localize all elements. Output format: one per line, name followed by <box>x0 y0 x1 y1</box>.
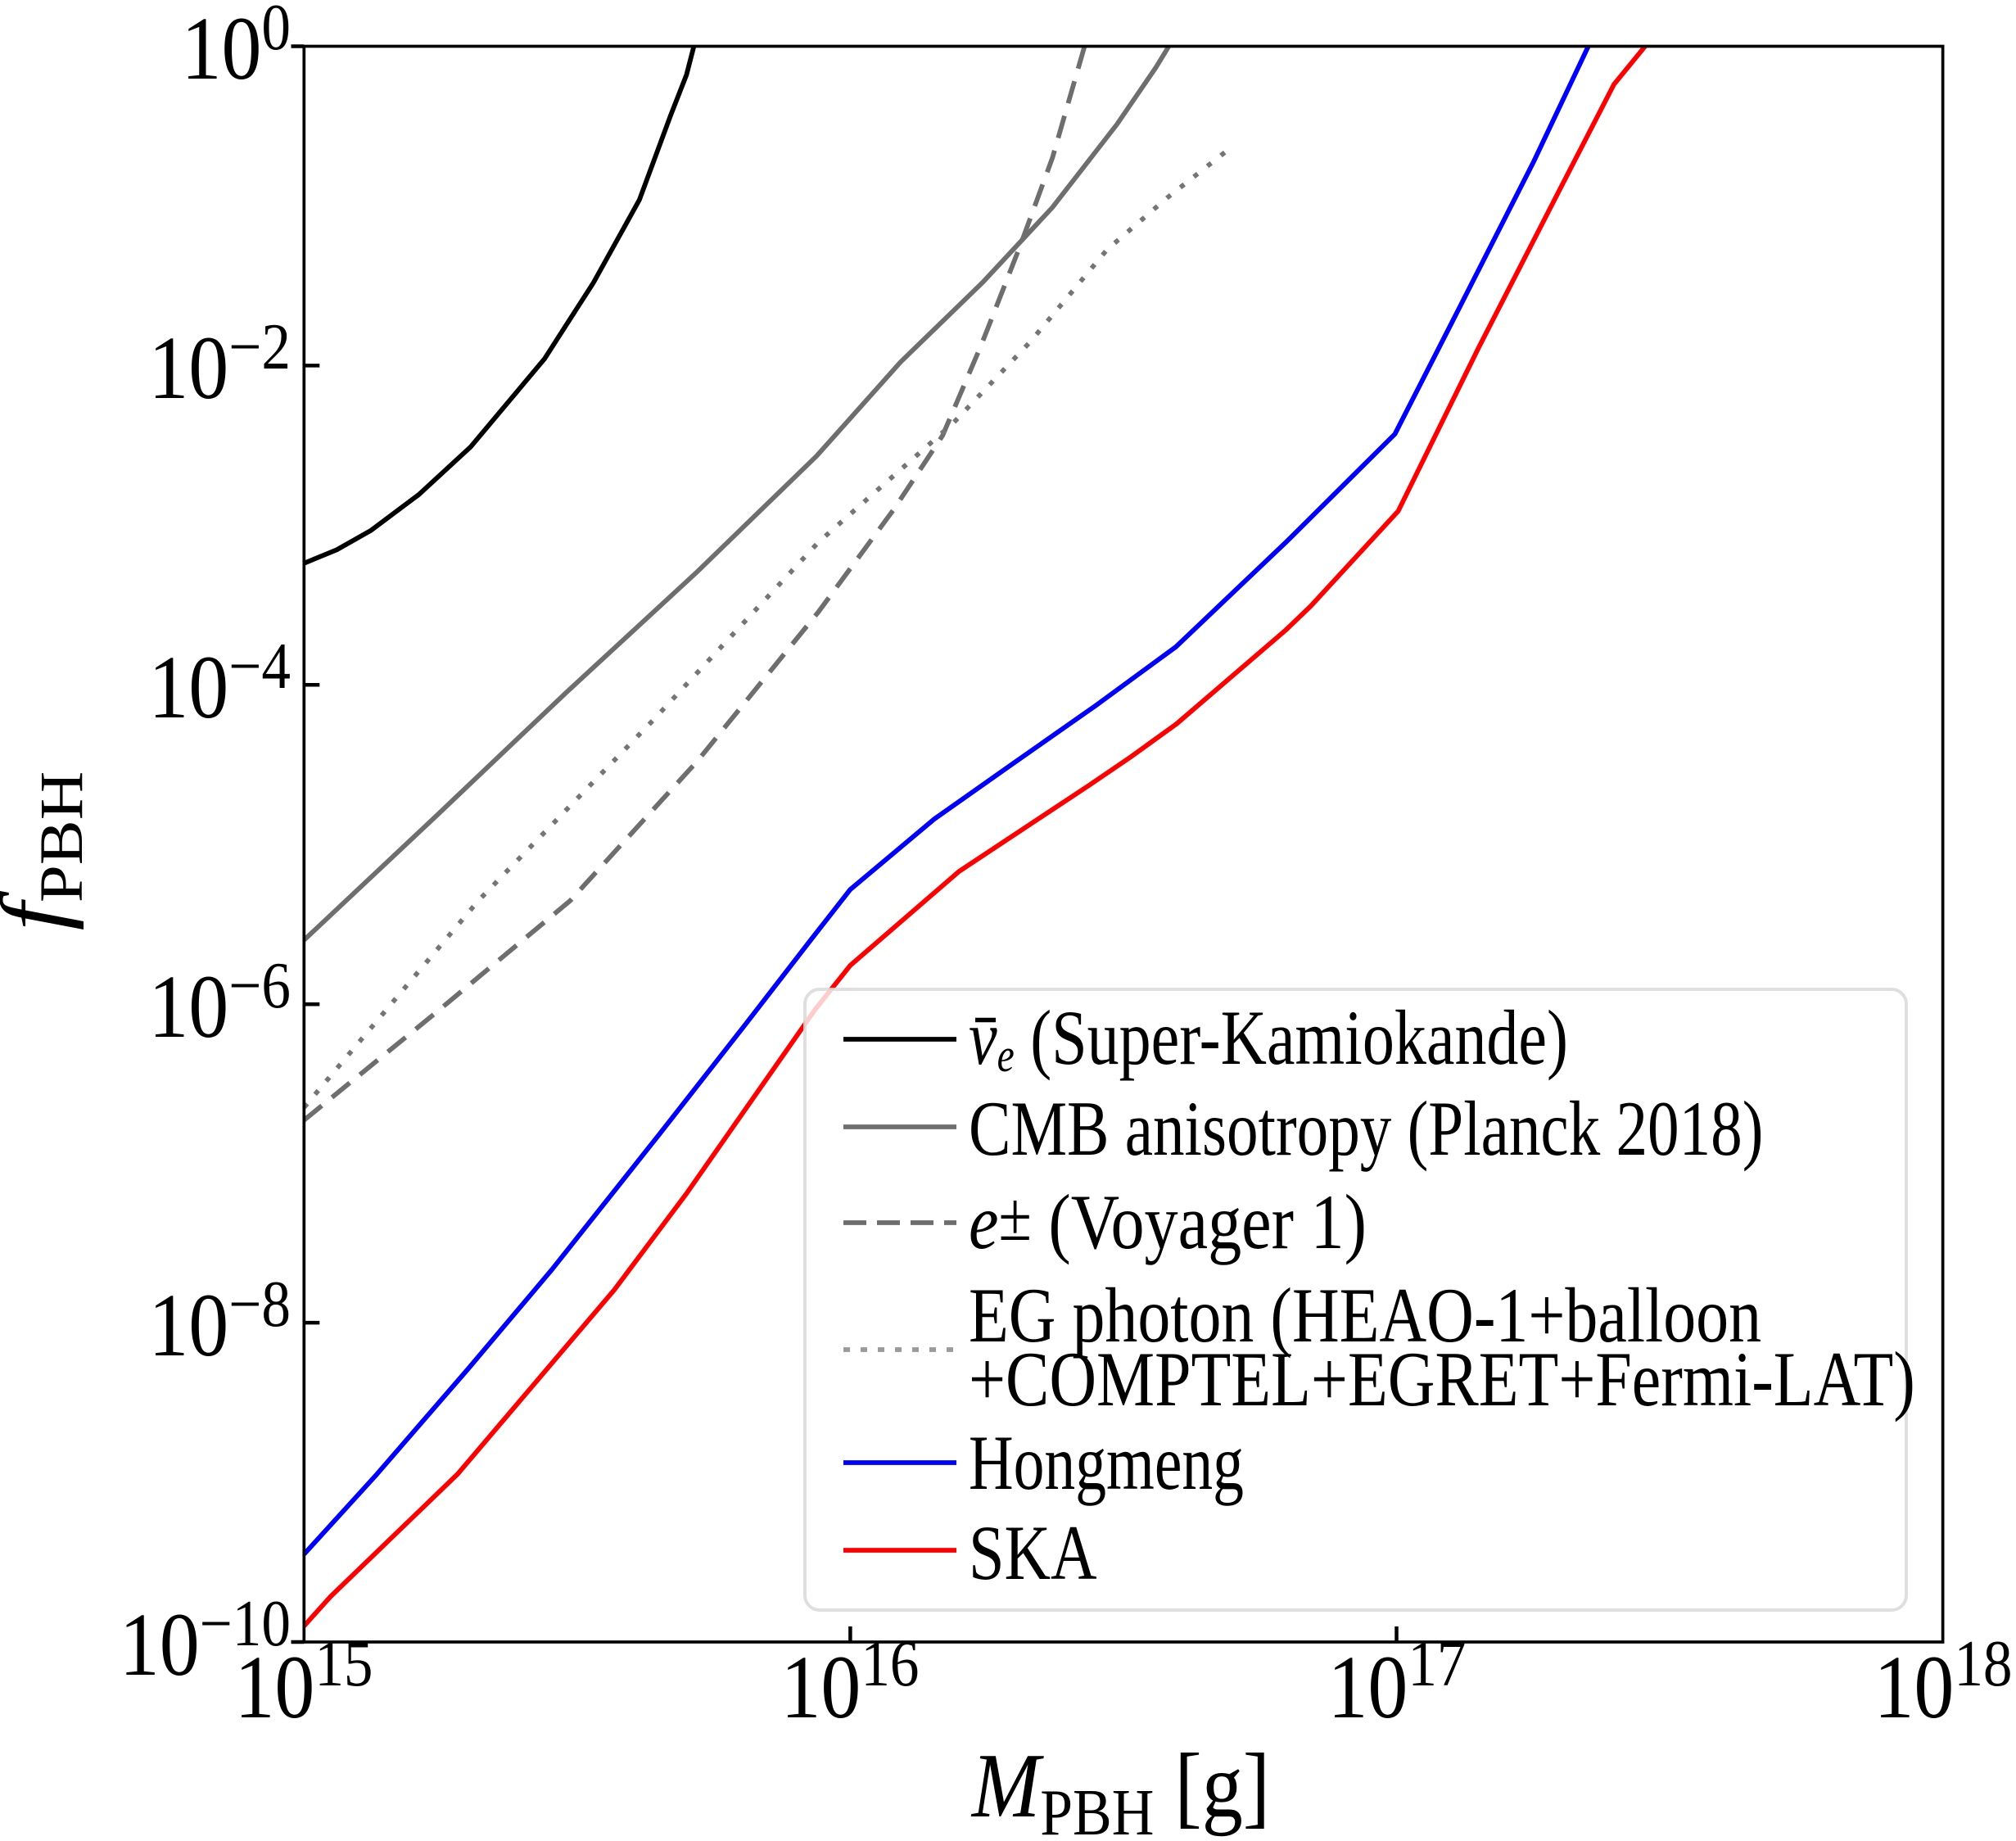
svg-text:1018: 1018 <box>1874 1628 2012 1737</box>
svg-text:+COMPTEL+EGRET+Fermi-LAT): +COMPTEL+EGRET+Fermi-LAT) <box>969 1337 1915 1423</box>
svg-text:Hongmeng: Hongmeng <box>969 1419 1244 1506</box>
svg-text:MPBH [g]: MPBH [g] <box>970 1735 1270 1837</box>
svg-text:SKA: SKA <box>969 1509 1097 1596</box>
svg-text:fPBH: fPBH <box>0 771 96 931</box>
svg-text:CMB anisotropy (Planck 2018): CMB anisotropy (Planck 2018) <box>969 1085 1763 1171</box>
svg-text:1016: 1016 <box>780 1628 919 1737</box>
svg-text:νe (Super-Kamiokande): νe (Super-Kamiokande) <box>969 995 1568 1082</box>
svg-text:EG photon (HEAO-1+balloon: EG photon (HEAO-1+balloon <box>969 1273 1761 1359</box>
svg-text:e± (Voyager 1): e± (Voyager 1) <box>969 1178 1367 1265</box>
svg-text:1017: 1017 <box>1327 1628 1466 1737</box>
